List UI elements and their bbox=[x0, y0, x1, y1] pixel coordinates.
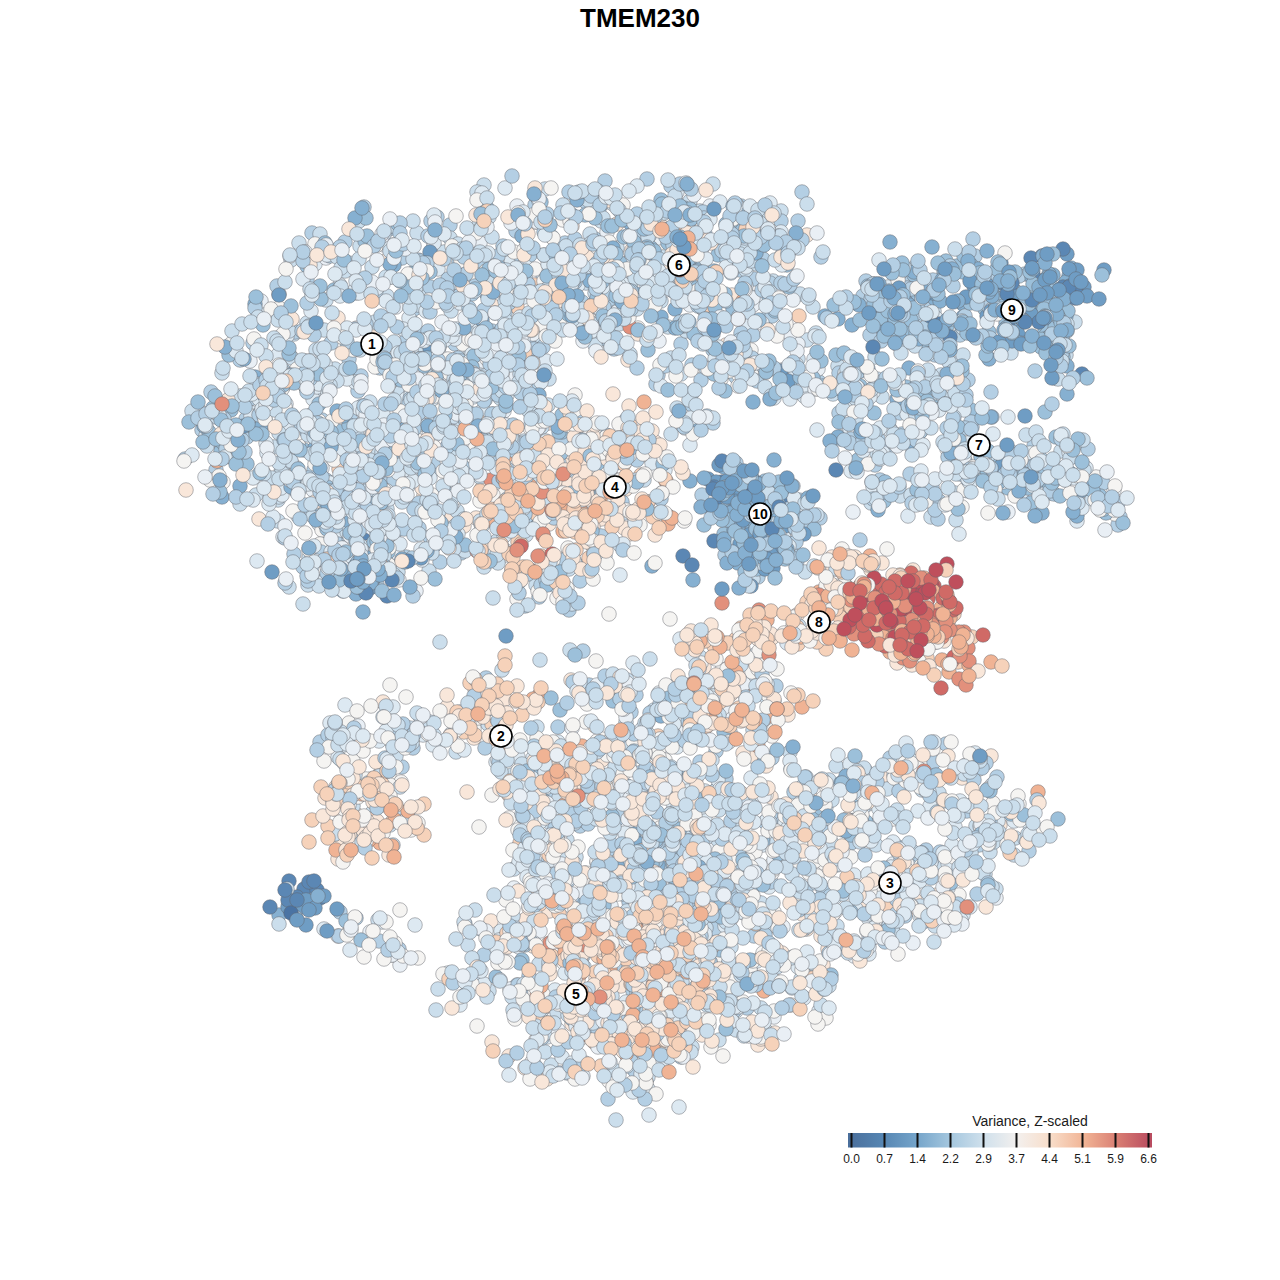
svg-text:1: 1 bbox=[368, 336, 376, 352]
svg-text:2.2: 2.2 bbox=[942, 1152, 959, 1166]
svg-text:9: 9 bbox=[1008, 302, 1016, 318]
svg-text:2.9: 2.9 bbox=[975, 1152, 992, 1166]
svg-text:5.1: 5.1 bbox=[1074, 1152, 1091, 1166]
svg-text:4.4: 4.4 bbox=[1041, 1152, 1058, 1166]
svg-text:1.4: 1.4 bbox=[909, 1152, 926, 1166]
svg-text:0.0: 0.0 bbox=[843, 1152, 860, 1166]
svg-text:3.7: 3.7 bbox=[1008, 1152, 1025, 1166]
svg-text:Variance, Z-scaled: Variance, Z-scaled bbox=[972, 1113, 1088, 1129]
svg-text:7: 7 bbox=[975, 437, 983, 453]
svg-text:5.9: 5.9 bbox=[1107, 1152, 1124, 1166]
svg-text:4: 4 bbox=[611, 479, 619, 495]
svg-text:6.6: 6.6 bbox=[1140, 1152, 1157, 1166]
svg-text:8: 8 bbox=[815, 614, 823, 630]
svg-text:TMEM230: TMEM230 bbox=[580, 3, 700, 33]
svg-text:10: 10 bbox=[752, 506, 768, 522]
svg-text:6: 6 bbox=[675, 257, 683, 273]
svg-text:0.7: 0.7 bbox=[876, 1152, 893, 1166]
svg-text:2: 2 bbox=[497, 728, 505, 744]
svg-text:3: 3 bbox=[886, 875, 894, 891]
svg-text:5: 5 bbox=[572, 986, 580, 1002]
